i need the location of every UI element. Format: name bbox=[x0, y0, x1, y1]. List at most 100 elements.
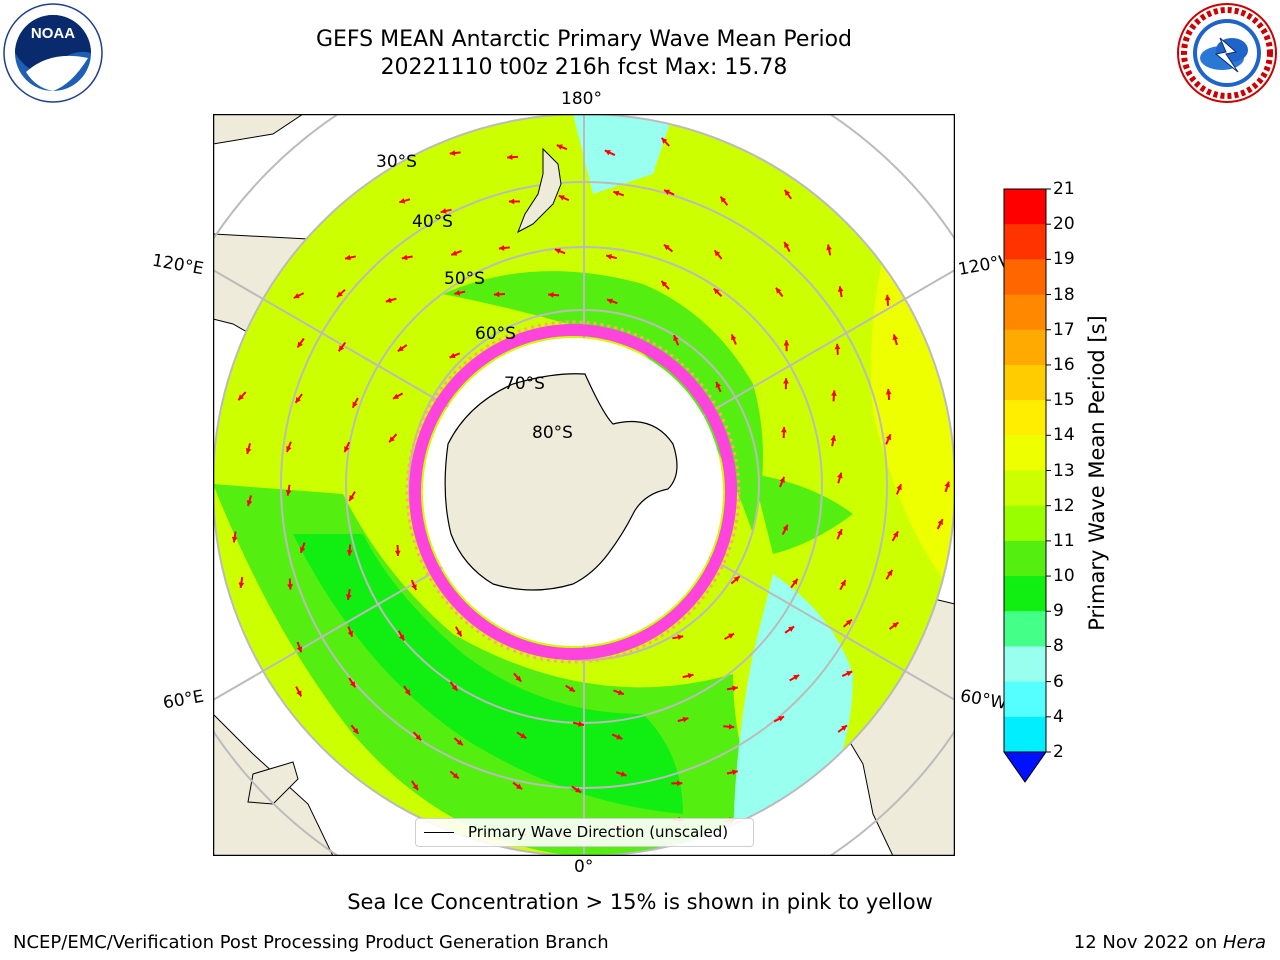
wave-direction-arrowhead bbox=[507, 154, 513, 161]
wave-direction-arrowhead bbox=[604, 150, 611, 156]
colorbar-tick-label: 20 bbox=[1053, 214, 1075, 235]
wave-direction-arrowhead bbox=[620, 771, 627, 777]
wave-direction-arrowhead bbox=[661, 280, 668, 287]
new-zealand-landmass bbox=[517, 147, 562, 234]
wave-direction-arrowhead bbox=[440, 208, 447, 214]
wave-direction-arrowhead bbox=[837, 286, 844, 292]
wave-direction-arrowhead bbox=[297, 341, 303, 348]
latitude-label-50s: 50°S bbox=[444, 269, 485, 289]
wave-direction-arrowhead bbox=[617, 689, 624, 696]
wave-direction-arrowhead bbox=[892, 531, 899, 538]
footer-date-text: 12 Nov 2022 on bbox=[1073, 932, 1223, 953]
wave-direction-arrowhead bbox=[732, 769, 738, 776]
wave-direction-arrowhead bbox=[731, 334, 737, 341]
longitude-label-60e: 60°E bbox=[161, 686, 206, 714]
colorbar-tick-label: 4 bbox=[1053, 706, 1064, 727]
chart-title: GEFS MEAN Antarctic Primary Wave Mean Pe… bbox=[315, 27, 853, 52]
noaa-logo: NOAA bbox=[3, 3, 103, 103]
colorbar-band bbox=[1004, 716, 1046, 753]
legend: Primary Wave Direction (unscaled) bbox=[415, 818, 754, 847]
wave-direction-arrowhead bbox=[456, 630, 462, 637]
colorbar-tick-label: 18 bbox=[1053, 284, 1075, 305]
colorbar-band bbox=[1004, 540, 1046, 577]
polar-map bbox=[213, 114, 955, 856]
chart-subtitle-forecast: 20221110 t00z 216h fcst Max: 15.78 bbox=[380, 55, 788, 80]
longitude-label-120e: 120°E bbox=[150, 250, 206, 280]
antarctic-peninsula-landmass bbox=[213, 114, 304, 145]
wave-direction-arrowhead bbox=[349, 681, 356, 688]
colorbar-tick-label: 13 bbox=[1053, 460, 1075, 481]
wave-direction-arrowhead bbox=[296, 646, 303, 653]
wave-direction-arrowhead bbox=[687, 673, 694, 679]
wave-direction-arrowhead bbox=[892, 622, 899, 628]
longitude-label-180: 180° bbox=[561, 89, 602, 109]
wave-direction-arrowhead bbox=[728, 633, 735, 639]
wave-direction-arrowhead bbox=[606, 254, 612, 260]
wave-direction-arrowhead bbox=[508, 198, 515, 205]
wave-direction-arrowhead bbox=[338, 345, 345, 352]
wave-direction-arrowhead bbox=[449, 352, 456, 359]
wave-direction-arrowhead bbox=[677, 634, 684, 641]
wave-direction-arrowhead bbox=[451, 684, 458, 691]
wave-direction-arrowhead bbox=[554, 248, 561, 254]
national-weather-service-logo bbox=[1177, 3, 1277, 103]
wave-direction-arrowhead bbox=[516, 783, 523, 790]
wave-direction-arrowhead bbox=[287, 584, 293, 590]
wave-direction-arrowhead bbox=[548, 292, 554, 298]
wave-direction-arrowhead bbox=[345, 254, 351, 261]
wave-direction-arrowhead bbox=[837, 472, 843, 479]
longitude-label-0: 0° bbox=[574, 857, 594, 877]
wave-direction-arrowhead bbox=[937, 519, 943, 526]
colorbar-band bbox=[1004, 294, 1046, 331]
wave-direction-arrowhead bbox=[885, 388, 892, 395]
wave-direction-arrowhead bbox=[411, 584, 417, 591]
wave-direction-arrowhead bbox=[826, 244, 832, 251]
wave-direction-arrowhead bbox=[778, 716, 785, 722]
wave-direction-arrowhead bbox=[715, 381, 722, 388]
wave-direction-arrowhead bbox=[885, 434, 892, 441]
wave-direction-arrowhead bbox=[295, 396, 302, 403]
colorbar-tick-label: 10 bbox=[1053, 566, 1075, 587]
wave-direction-arrowhead bbox=[793, 674, 800, 681]
colorbar-band bbox=[1004, 435, 1046, 471]
wave-direction-arrowhead bbox=[231, 536, 238, 543]
legend-label: Primary Wave Direction (unscaled) bbox=[468, 823, 729, 841]
colorbar-band bbox=[1004, 259, 1046, 296]
wave-direction-arrowhead bbox=[520, 733, 527, 739]
wave-direction-arrowhead bbox=[896, 484, 902, 491]
wave-direction-arrowhead bbox=[515, 675, 522, 682]
colorbar-tick-label: 21 bbox=[1053, 179, 1075, 199]
wave-direction-arrowhead bbox=[347, 630, 354, 637]
wave-direction-arrowhead bbox=[452, 772, 459, 779]
wave-direction-arrowhead bbox=[412, 784, 419, 791]
wave-direction-arrowhead bbox=[788, 626, 795, 632]
wave-direction-arrowhead bbox=[399, 198, 406, 204]
wave-direction-arrowhead bbox=[841, 725, 848, 731]
wave-direction-arrowhead bbox=[606, 298, 613, 304]
wave-direction-arrowhead bbox=[389, 436, 395, 443]
colorbar-tick-label: 16 bbox=[1053, 354, 1075, 375]
colorbar-band bbox=[1004, 470, 1046, 507]
colorbar-band bbox=[1004, 329, 1046, 366]
wave-direction-arrowhead bbox=[720, 196, 727, 203]
wave-direction-arrowhead bbox=[238, 394, 244, 401]
wave-direction-arrowhead bbox=[349, 494, 355, 501]
wave-direction-arrowhead bbox=[568, 686, 575, 692]
wave-direction-arrowhead bbox=[779, 476, 785, 483]
wave-direction-arrowhead bbox=[834, 343, 841, 350]
wave-direction-arrowhead bbox=[784, 241, 790, 248]
colorbar-band bbox=[1004, 576, 1046, 612]
wave-direction-arrowhead bbox=[454, 289, 461, 296]
wave-direction-arrowhead bbox=[732, 685, 738, 692]
latitude-label-30s: 30°S bbox=[376, 152, 417, 172]
madagascar-landmass bbox=[247, 761, 299, 805]
colorbar-extend-min bbox=[1003, 751, 1047, 783]
wave-direction-arrowhead bbox=[352, 727, 359, 734]
wave-direction-arrowhead bbox=[336, 291, 343, 298]
wave-direction-arrowhead bbox=[245, 448, 252, 454]
latitude-label-60s: 60°S bbox=[475, 324, 516, 344]
wave-direction-arrowhead bbox=[352, 401, 358, 408]
wave-direction-arrowhead bbox=[404, 689, 411, 696]
wave-direction-arrowhead bbox=[775, 287, 782, 294]
wave-direction-arrowhead bbox=[493, 291, 500, 298]
